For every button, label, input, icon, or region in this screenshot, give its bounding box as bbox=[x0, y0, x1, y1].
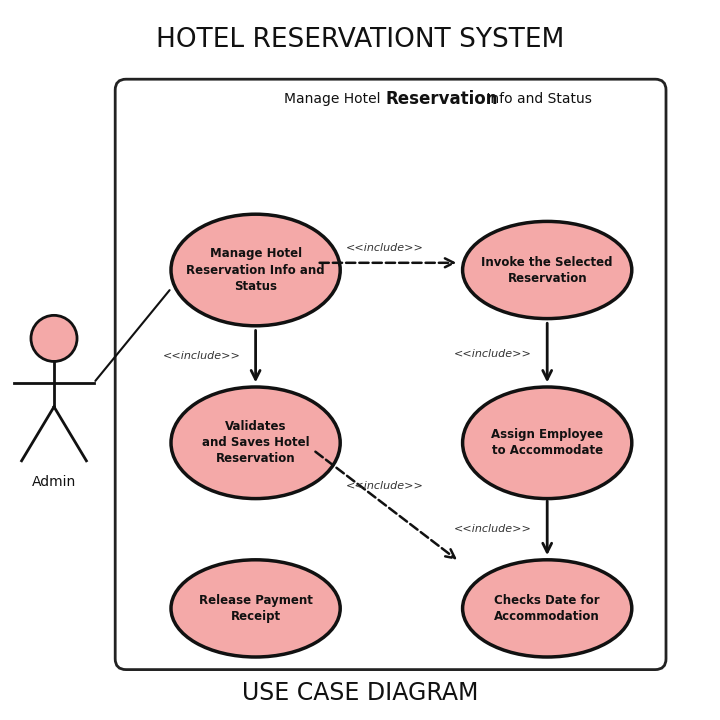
Text: USE CASE DIAGRAM: USE CASE DIAGRAM bbox=[242, 680, 478, 705]
Text: Validates
and Saves Hotel
Reservation: Validates and Saves Hotel Reservation bbox=[202, 420, 310, 465]
Text: Manage Hotel: Manage Hotel bbox=[284, 92, 385, 107]
Text: Info and Status: Info and Status bbox=[482, 92, 593, 107]
Text: <<include>>: <<include>> bbox=[346, 481, 424, 491]
Text: <<include>>: <<include>> bbox=[454, 524, 532, 534]
Ellipse shape bbox=[171, 387, 340, 498]
Text: Manage Hotel
Reservation Info and
Status: Manage Hotel Reservation Info and Status bbox=[186, 248, 325, 292]
Ellipse shape bbox=[463, 222, 632, 318]
Text: <<include>>: <<include>> bbox=[163, 351, 240, 361]
Text: Release Payment
Receipt: Release Payment Receipt bbox=[199, 594, 312, 623]
Text: Admin: Admin bbox=[32, 475, 76, 489]
Ellipse shape bbox=[463, 560, 632, 657]
Circle shape bbox=[31, 315, 77, 361]
Text: Checks Date for
Accommodation: Checks Date for Accommodation bbox=[495, 594, 600, 623]
Ellipse shape bbox=[463, 387, 632, 498]
Ellipse shape bbox=[171, 560, 340, 657]
Text: Reservation: Reservation bbox=[385, 90, 498, 108]
Text: Invoke the Selected
Reservation: Invoke the Selected Reservation bbox=[482, 256, 613, 284]
Text: Assign Employee
to Accommodate: Assign Employee to Accommodate bbox=[491, 428, 603, 457]
Text: HOTEL RESERVATIONT SYSTEM: HOTEL RESERVATIONT SYSTEM bbox=[156, 27, 564, 53]
Text: <<include>>: <<include>> bbox=[346, 243, 424, 253]
Text: <<include>>: <<include>> bbox=[454, 349, 532, 359]
Ellipse shape bbox=[171, 215, 340, 325]
FancyBboxPatch shape bbox=[115, 79, 666, 670]
